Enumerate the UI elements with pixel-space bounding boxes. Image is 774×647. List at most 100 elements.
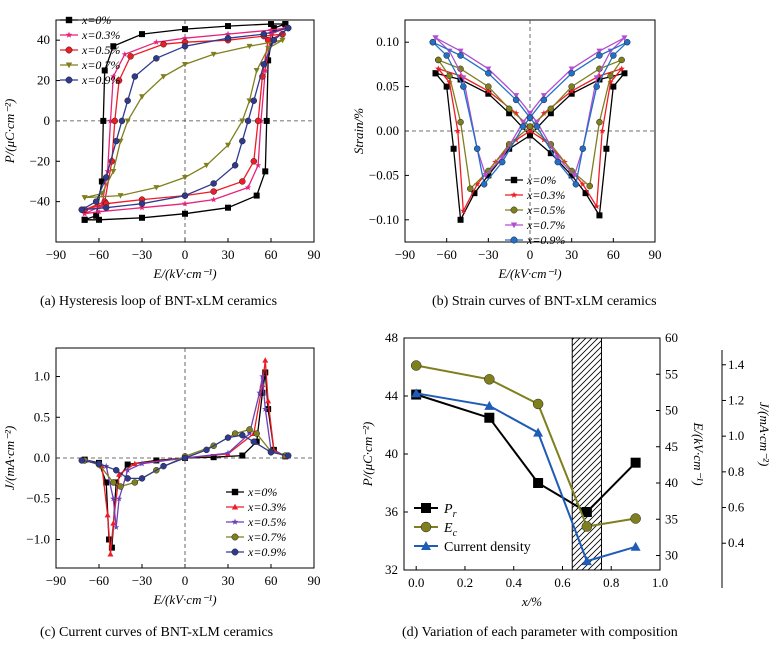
data-point [262, 369, 269, 376]
data-point [460, 83, 467, 90]
data-point [446, 72, 453, 80]
y-tick-label: 0.0 [34, 450, 50, 465]
data-point [121, 51, 128, 57]
data-point [533, 119, 540, 126]
legend-subscript: r [453, 509, 457, 520]
data-point [581, 556, 592, 566]
data-point [270, 25, 277, 32]
legend: x=0%x=0.3%x=0.5%x=0.7%x=0.9% [60, 13, 120, 87]
y-tick-label: −0.5 [26, 491, 50, 506]
data-point [265, 397, 272, 404]
data-point [113, 524, 120, 530]
data-point [571, 173, 578, 179]
data-point [138, 204, 146, 211]
data-point [581, 521, 593, 532]
data-point [116, 471, 123, 477]
data-point [117, 193, 124, 199]
data-point [127, 53, 134, 60]
series-E_c [410, 360, 641, 532]
data-point [81, 216, 88, 223]
x-tick-label: 0.4 [506, 575, 523, 590]
data-point [224, 449, 232, 456]
data-point [253, 68, 260, 74]
data-point [432, 70, 439, 77]
data-point [572, 181, 580, 188]
legend-marker [65, 31, 73, 38]
legend-marker [510, 176, 518, 184]
data-point [139, 214, 145, 221]
y-axis-label-left: P/(μC·cm⁻²) [360, 422, 375, 488]
legend: x=0%x=0.3%x=0.5%x=0.7%x=0.9% [505, 173, 565, 247]
data-point [610, 83, 617, 90]
data-point [471, 190, 478, 197]
x-tick-label: 0 [182, 247, 189, 262]
series-x=0% [81, 21, 289, 223]
data-point [98, 178, 105, 185]
y-tick-label: 0.10 [376, 34, 399, 49]
data-point [484, 400, 495, 410]
legend-label: x=0% [81, 13, 111, 27]
data-point [443, 83, 450, 90]
data-point [593, 203, 600, 210]
data-point [610, 52, 617, 59]
data-point [81, 195, 88, 201]
data-point [579, 181, 586, 187]
legend-label: x=0.5% [81, 43, 120, 57]
legend-label: Current density [444, 540, 531, 555]
data-point [460, 207, 467, 214]
data-point [100, 117, 107, 124]
series-P_r [411, 389, 641, 517]
caption-c: (c) Current curves of BNT-xLM ceramics [40, 625, 274, 640]
data-point [93, 212, 100, 219]
data-point [547, 110, 554, 117]
data-point [182, 175, 188, 181]
data-point [81, 210, 88, 217]
x-tick-label: 60 [607, 247, 620, 262]
legend-label: x=0.7% [247, 530, 286, 544]
data-point [533, 123, 541, 130]
x-tick-label: 90 [308, 247, 321, 262]
data-point [255, 162, 262, 168]
data-point [124, 475, 131, 482]
data-point [554, 155, 561, 161]
data-point [485, 167, 492, 175]
data-point [96, 216, 102, 223]
data-point [485, 172, 492, 179]
data-point [279, 30, 286, 38]
data-point [246, 43, 253, 50]
data-point [527, 132, 533, 139]
y-tick-label: 44 [385, 388, 399, 403]
x-tick-label: 0.0 [408, 575, 424, 590]
data-point [138, 460, 146, 467]
data-point [568, 83, 575, 90]
x-tick-label: 0.6 [554, 575, 571, 590]
y-tick-label: −40 [30, 194, 50, 209]
legend-marker [420, 521, 432, 533]
legend-marker [231, 518, 239, 525]
data-point [582, 190, 589, 197]
x-tick-label: −60 [89, 247, 109, 262]
data-point [262, 67, 269, 74]
data-point [540, 93, 547, 99]
legend-label: x=0.9% [526, 233, 565, 247]
data-point [95, 460, 103, 467]
legend-label: x=0.9% [247, 545, 286, 559]
data-point [498, 158, 506, 166]
x-tick-label: −90 [46, 573, 66, 588]
legend-marker [65, 76, 73, 84]
data-point [506, 145, 513, 152]
data-point [160, 462, 167, 470]
plot-frame [403, 337, 661, 571]
data-point [568, 167, 575, 175]
y-tick-label: 36 [385, 504, 399, 519]
data-point [111, 117, 119, 125]
data-point [181, 200, 189, 207]
data-point [282, 21, 289, 28]
x-tick-label: 30 [222, 247, 235, 262]
data-point [526, 127, 534, 134]
data-point [623, 38, 631, 46]
y-tick-label: 40 [37, 32, 50, 47]
data-point [265, 45, 272, 52]
data-point [499, 155, 506, 161]
data-point [101, 67, 108, 74]
